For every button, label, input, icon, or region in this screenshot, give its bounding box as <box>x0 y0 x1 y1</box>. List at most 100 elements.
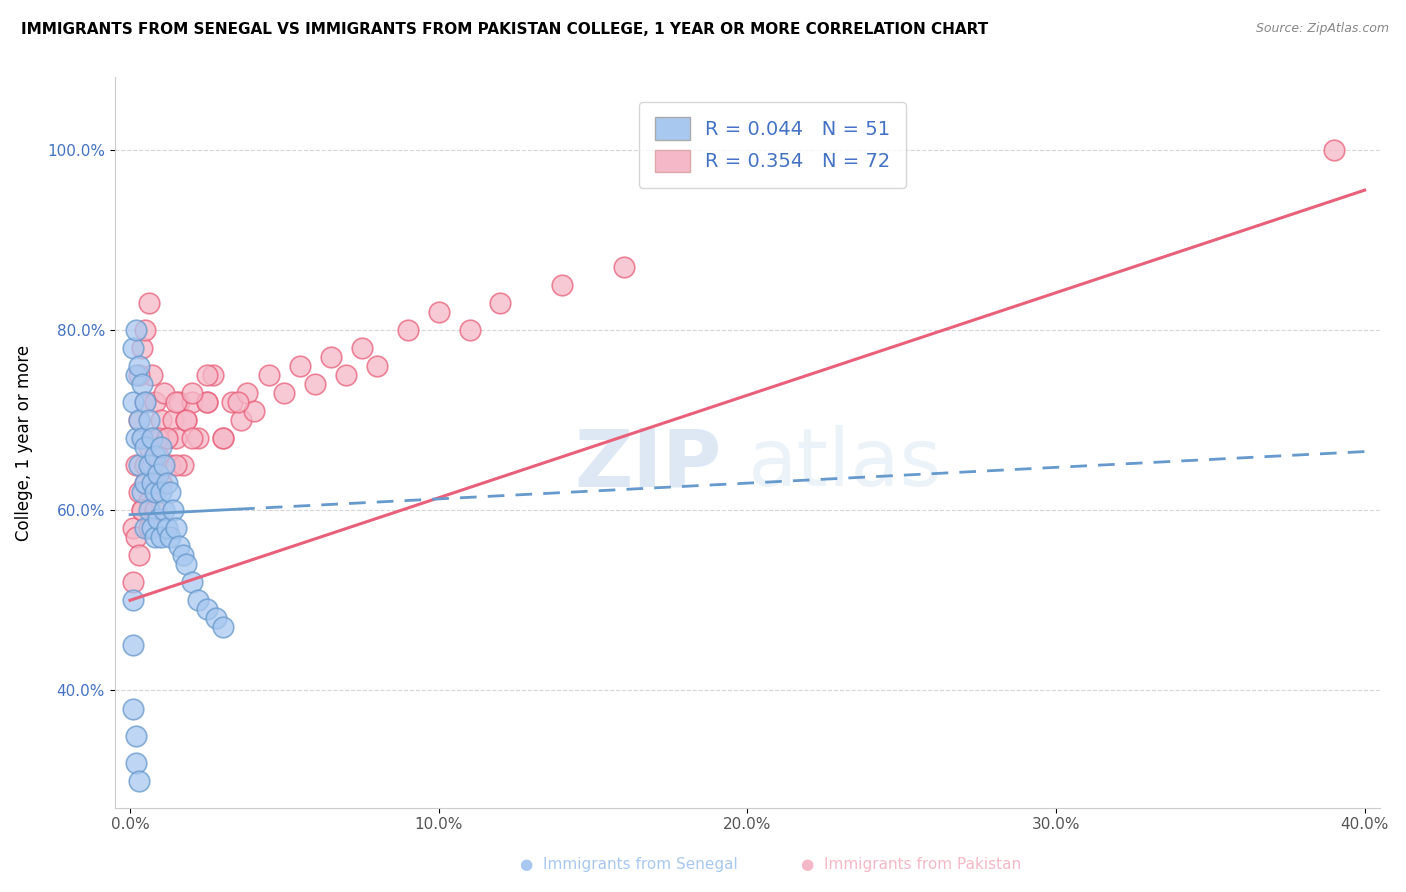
Point <box>236 386 259 401</box>
Point <box>211 431 233 445</box>
Point <box>149 530 172 544</box>
Y-axis label: College, 1 year or more: College, 1 year or more <box>15 344 32 541</box>
Text: Source: ZipAtlas.com: Source: ZipAtlas.com <box>1256 22 1389 36</box>
Point <box>146 431 169 445</box>
Point <box>125 431 148 445</box>
Point <box>134 476 156 491</box>
Point <box>180 386 202 401</box>
Point <box>551 277 574 292</box>
Point <box>122 341 145 355</box>
Point <box>122 521 145 535</box>
Point <box>146 449 169 463</box>
Point <box>1323 143 1346 157</box>
Point <box>427 305 450 319</box>
Text: IMMIGRANTS FROM SENEGAL VS IMMIGRANTS FROM PAKISTAN COLLEGE, 1 YEAR OR MORE CORR: IMMIGRANTS FROM SENEGAL VS IMMIGRANTS FR… <box>21 22 988 37</box>
Point <box>143 530 166 544</box>
Point <box>195 602 218 616</box>
Point <box>288 359 311 373</box>
Point <box>125 368 148 382</box>
Point <box>226 395 249 409</box>
Point <box>128 458 150 472</box>
Point <box>138 494 160 508</box>
Point <box>156 521 179 535</box>
Point <box>143 485 166 500</box>
Point <box>458 323 481 337</box>
Point <box>159 485 181 500</box>
Point <box>141 368 163 382</box>
Point <box>146 512 169 526</box>
Point <box>131 503 153 517</box>
Point <box>134 476 156 491</box>
Legend: R = 0.044   N = 51, R = 0.354   N = 72: R = 0.044 N = 51, R = 0.354 N = 72 <box>640 102 905 187</box>
Point <box>141 431 163 445</box>
Point <box>146 467 169 482</box>
Point <box>335 368 357 382</box>
Point <box>156 431 179 445</box>
Point <box>187 431 209 445</box>
Point <box>169 395 191 409</box>
Point <box>257 368 280 382</box>
Text: ●  Immigrants from Pakistan: ● Immigrants from Pakistan <box>801 857 1022 872</box>
Point <box>131 431 153 445</box>
Point <box>141 521 163 535</box>
Point <box>128 485 150 500</box>
Point <box>153 503 176 517</box>
Point <box>131 376 153 391</box>
Point <box>202 368 225 382</box>
Point <box>221 395 243 409</box>
Point <box>153 458 176 472</box>
Point <box>128 548 150 562</box>
Point <box>174 413 197 427</box>
Point <box>131 431 153 445</box>
Point <box>141 431 163 445</box>
Point <box>156 476 179 491</box>
Point <box>304 376 326 391</box>
Point <box>138 440 160 454</box>
Point <box>143 449 166 463</box>
Point <box>165 458 187 472</box>
Point <box>149 485 172 500</box>
Point <box>149 476 172 491</box>
Point <box>128 368 150 382</box>
Point <box>172 548 194 562</box>
Point <box>180 431 202 445</box>
Point <box>125 729 148 743</box>
Point <box>195 368 218 382</box>
Point <box>128 413 150 427</box>
Point <box>122 575 145 590</box>
Point <box>143 395 166 409</box>
Point <box>138 458 160 472</box>
Point <box>174 558 197 572</box>
Point <box>211 431 233 445</box>
Point <box>174 413 197 427</box>
Point <box>125 458 148 472</box>
Point <box>613 260 636 274</box>
Point <box>122 593 145 607</box>
Point <box>242 404 264 418</box>
Point <box>134 323 156 337</box>
Point <box>396 323 419 337</box>
Text: ZIP: ZIP <box>575 425 723 503</box>
Point <box>205 611 228 625</box>
Point <box>134 395 156 409</box>
Point <box>125 530 148 544</box>
Point <box>149 413 172 427</box>
Point <box>128 413 150 427</box>
Point <box>231 413 253 427</box>
Point <box>366 359 388 373</box>
Point <box>165 431 187 445</box>
Point <box>156 431 179 445</box>
Point <box>195 395 218 409</box>
Point <box>138 503 160 517</box>
Point <box>149 440 172 454</box>
Point <box>138 521 160 535</box>
Point <box>180 575 202 590</box>
Point <box>162 503 184 517</box>
Point <box>122 701 145 715</box>
Point <box>169 539 191 553</box>
Point <box>141 476 163 491</box>
Point <box>143 503 166 517</box>
Point <box>138 295 160 310</box>
Point <box>134 440 156 454</box>
Point <box>159 458 181 472</box>
